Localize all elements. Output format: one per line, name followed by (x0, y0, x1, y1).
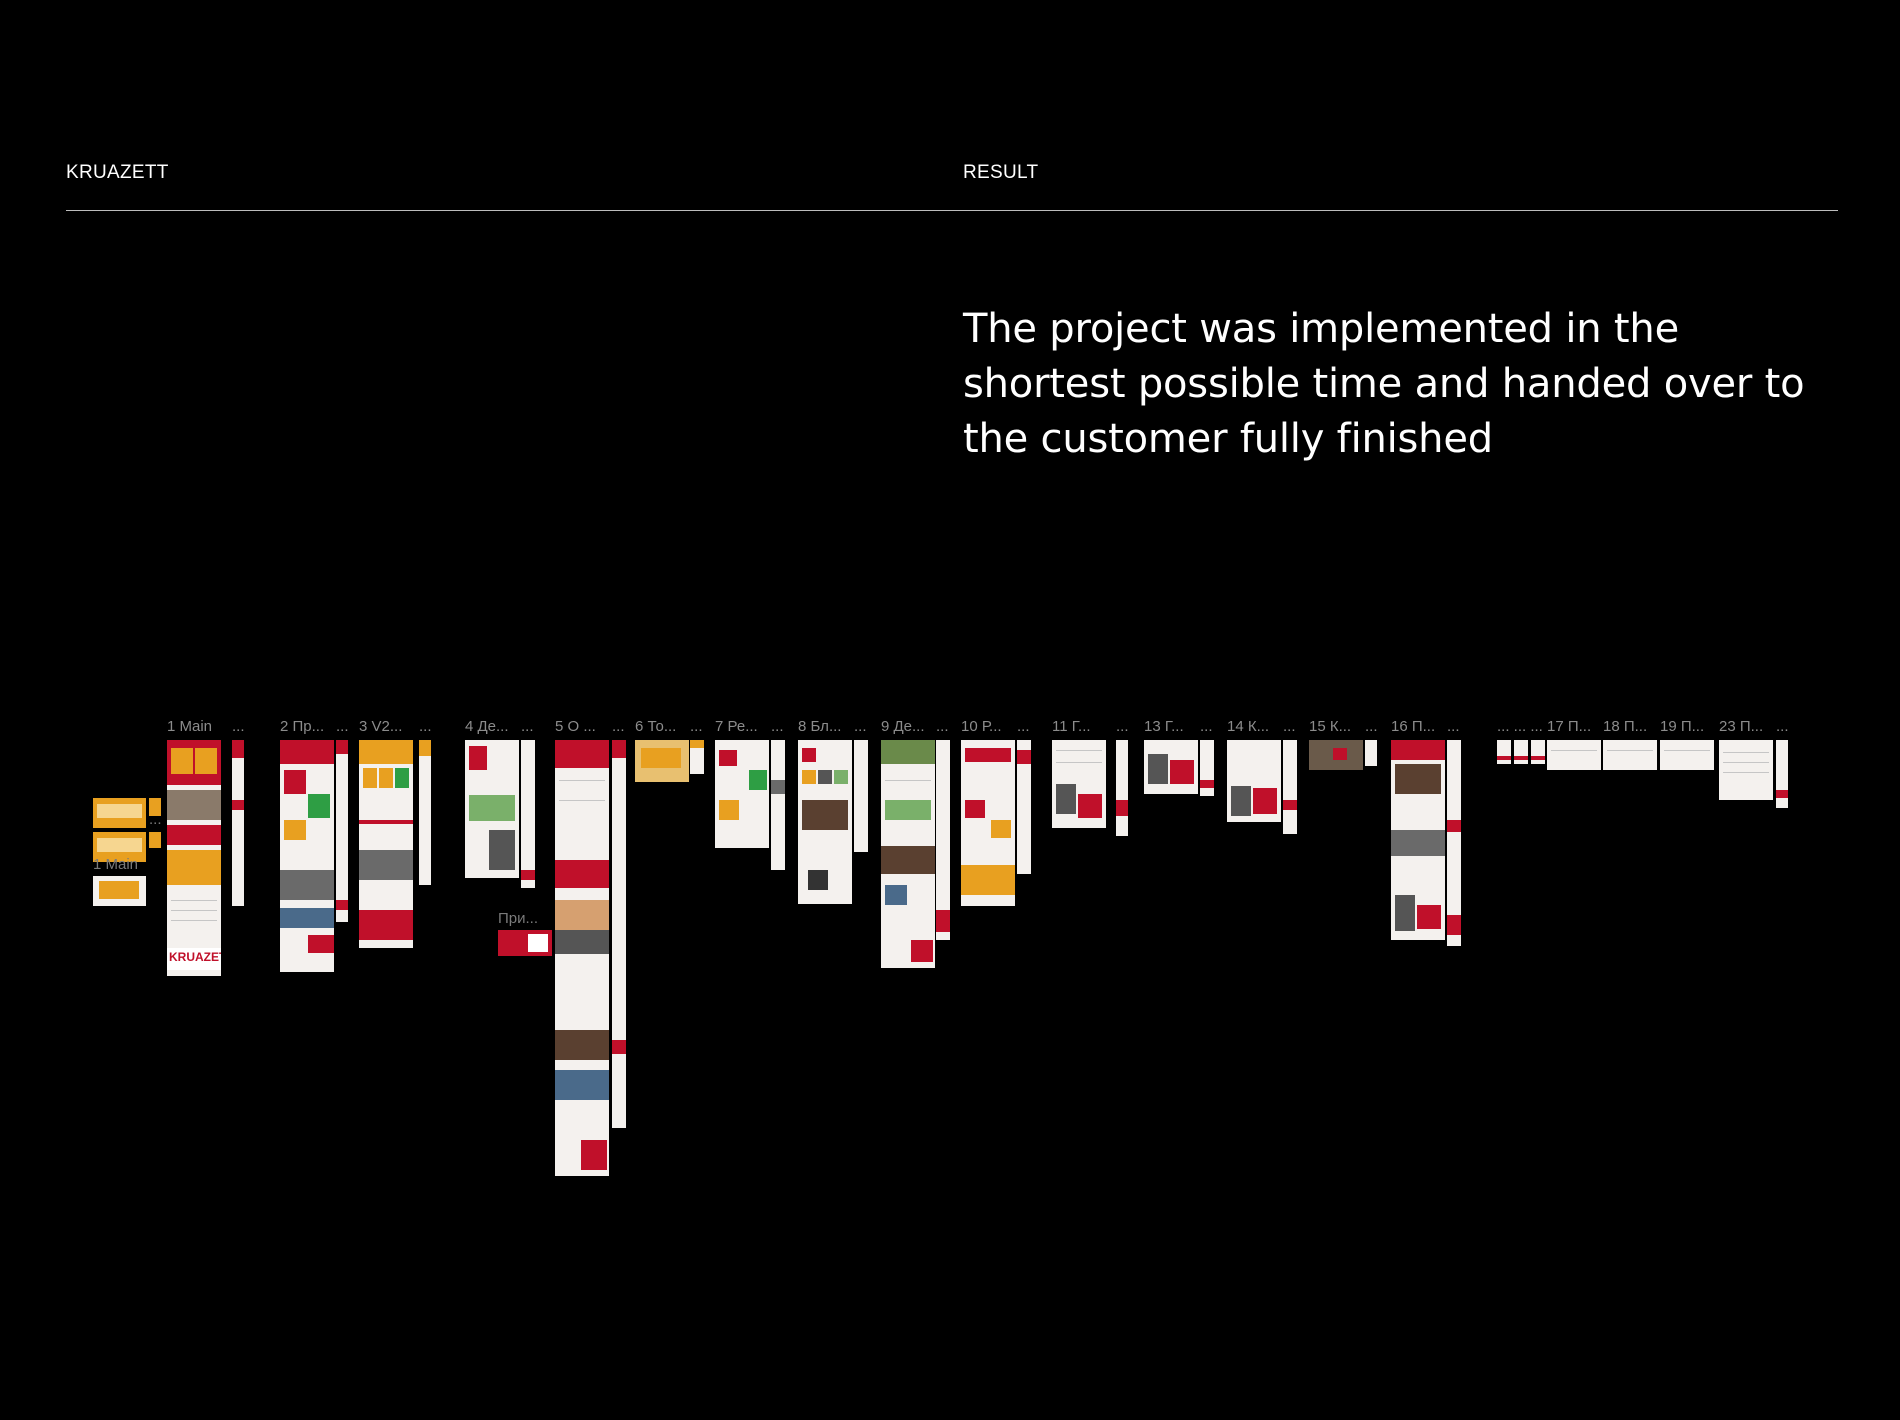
frame-label[interactable]: 1 Main (167, 718, 213, 735)
frame-label[interactable]: ... (612, 718, 625, 735)
page-frame[interactable] (1144, 740, 1198, 794)
frame-label[interactable]: 3 V2... (359, 718, 403, 735)
frame-label[interactable]: 23 П... (1719, 718, 1764, 735)
frame-label[interactable]: ... (149, 811, 162, 828)
frame-label[interactable]: 13 Г... (1144, 718, 1184, 735)
thumbnail-frame[interactable] (149, 798, 161, 816)
logo-text: KRUAZETT (169, 950, 221, 964)
frame-label[interactable]: ... ... ... (1497, 718, 1543, 735)
page-frame[interactable] (555, 740, 609, 1176)
page-frame[interactable] (1116, 740, 1128, 836)
frame-label[interactable]: ... (232, 718, 245, 735)
page-frame[interactable] (1776, 740, 1788, 808)
frame-label[interactable]: 8 Бл... (798, 718, 842, 735)
frame-label[interactable]: ... (521, 718, 534, 735)
frame-label[interactable]: 17 П... (1547, 718, 1592, 735)
page-frame[interactable] (1660, 740, 1714, 770)
page-frame[interactable]: KRUAZETT (167, 740, 221, 976)
page-frame[interactable] (1514, 740, 1528, 764)
frame-label[interactable]: ... (936, 718, 949, 735)
page-frame[interactable] (1531, 740, 1545, 764)
frame-label[interactable]: 10 Р... (961, 718, 1002, 735)
page-frame[interactable] (1447, 740, 1461, 946)
frame-label[interactable]: 7 Ре... (715, 718, 758, 735)
page-frame[interactable] (465, 740, 519, 878)
frame-label[interactable]: ... (690, 718, 703, 735)
page-frame[interactable] (1309, 740, 1363, 770)
frame-label[interactable]: 5 О ... (555, 718, 596, 735)
page-frame[interactable] (936, 740, 950, 940)
frame-label[interactable]: 14 К... (1227, 718, 1270, 735)
popup-frame[interactable] (498, 930, 552, 956)
frame-label[interactable]: ... (1447, 718, 1460, 735)
frame-label[interactable]: ... (1776, 718, 1789, 735)
thumbnail-frame[interactable] (93, 798, 146, 828)
page-frame[interactable] (690, 740, 704, 774)
page-frame[interactable] (336, 740, 348, 922)
page-frame[interactable] (419, 740, 431, 885)
page-frame[interactable] (1052, 740, 1106, 828)
thumbnail-frame[interactable] (93, 832, 146, 862)
header-divider (66, 210, 1838, 211)
frame-label[interactable]: 1 Main (93, 856, 139, 873)
frame-label[interactable]: 11 Г... (1052, 718, 1091, 735)
page-frame[interactable] (771, 740, 785, 870)
frame-label[interactable]: 18 П... (1603, 718, 1648, 735)
frame-label[interactable]: ... (1283, 718, 1296, 735)
frame-label[interactable]: ... (1017, 718, 1030, 735)
page-frame[interactable] (854, 740, 868, 852)
page-frame[interactable] (1603, 740, 1657, 770)
frame-label[interactable]: 6 То... (635, 718, 677, 735)
brand-label: KRUAZETT (66, 162, 169, 183)
page-frame[interactable] (232, 740, 244, 906)
frame-label[interactable]: ... (854, 718, 867, 735)
page-frame[interactable] (1365, 740, 1377, 766)
page-frame[interactable] (1391, 740, 1445, 940)
page-frame[interactable] (359, 740, 413, 948)
page-frame[interactable] (635, 740, 689, 782)
frame-label[interactable]: ... (419, 718, 432, 735)
frame-label[interactable]: При... (498, 910, 539, 927)
frame-label[interactable]: 2 Пр... (280, 718, 325, 735)
page-frame[interactable] (521, 740, 535, 888)
page-frame[interactable] (1227, 740, 1281, 822)
page-frame[interactable] (1719, 740, 1773, 800)
result-text: The project was implemented in the short… (963, 306, 1805, 462)
frame-label[interactable]: 4 Де... (465, 718, 509, 735)
frame-label[interactable]: ... (771, 718, 784, 735)
page-frame[interactable] (961, 740, 1015, 906)
thumbnail-frame[interactable] (93, 876, 146, 906)
page-frame[interactable] (715, 740, 769, 848)
page-frame[interactable] (798, 740, 852, 904)
frame-label[interactable]: 16 П... (1391, 718, 1436, 735)
thumbnail-frame[interactable] (149, 832, 161, 848)
page-frame[interactable] (1200, 740, 1214, 796)
page-frame[interactable] (612, 740, 626, 1128)
frame-label[interactable]: 9 Де... (881, 718, 925, 735)
frame-label[interactable]: 15 К... (1309, 718, 1352, 735)
page-frame[interactable] (1017, 740, 1031, 874)
page-frame[interactable] (1547, 740, 1601, 770)
page-frame[interactable] (881, 740, 935, 968)
frame-label[interactable]: ... (1365, 718, 1378, 735)
frame-label[interactable]: ... (1116, 718, 1129, 735)
page-frame[interactable] (1497, 740, 1511, 764)
section-label: RESULT (963, 162, 1039, 183)
page-frame[interactable] (280, 740, 334, 972)
frame-label[interactable]: 19 П... (1660, 718, 1705, 735)
frame-label[interactable]: ... (1200, 718, 1213, 735)
frame-label[interactable]: ... (336, 718, 349, 735)
page-frame[interactable] (1283, 740, 1297, 834)
